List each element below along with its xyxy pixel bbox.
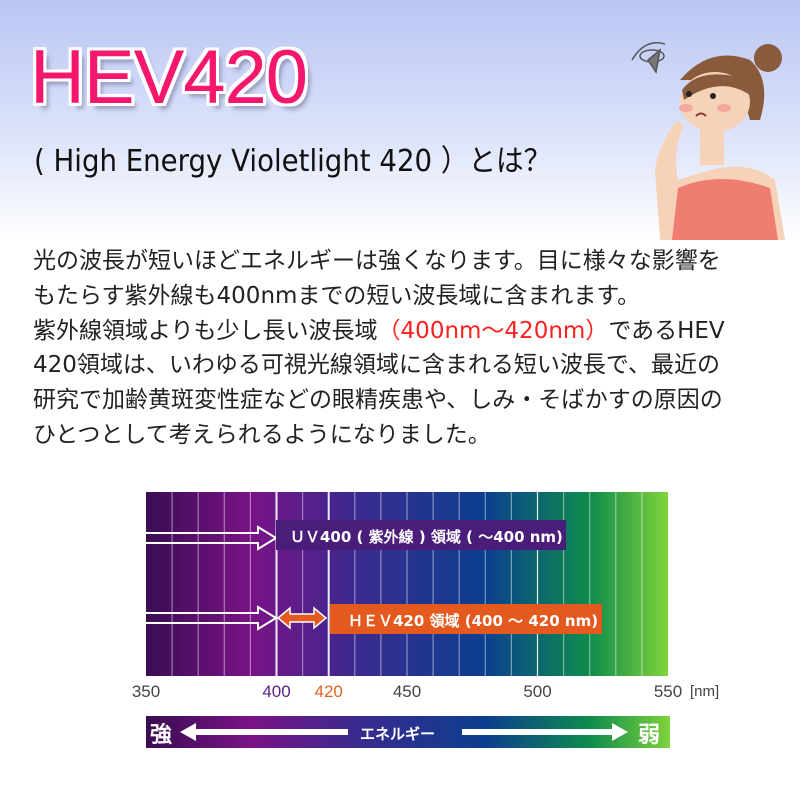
tick-label: 400 bbox=[262, 682, 290, 701]
body-text: 光の波長が短いほどエネルギーは強くなります。目に様々な影響を もたらす紫外線も4… bbox=[33, 244, 725, 453]
page-subtitle: ( High Energy Violetlight 420 ）とは？ bbox=[34, 144, 552, 179]
tick-label: 500 bbox=[523, 682, 551, 701]
right-arrow-icon bbox=[462, 723, 628, 741]
left-arrow-icon bbox=[180, 723, 348, 741]
body-line-segment: 紫外線領域よりも少し長い波長域 bbox=[33, 317, 378, 344]
energy-strong-label: 強 bbox=[150, 722, 172, 748]
body-line-segment: であるHEV bbox=[608, 317, 725, 344]
body-line: 420領域は、いわゆる可視光線領域に含まれる短い波長で、最近の bbox=[33, 352, 720, 379]
tick-label: 350 bbox=[132, 682, 160, 701]
uv400-label: ＵＶ400 ( 紫外線 ) 領域 ( ～400 nm) bbox=[290, 528, 563, 546]
axis-unit: [nm] bbox=[690, 683, 719, 700]
worried-woman-illustration bbox=[631, 42, 785, 240]
hev-double-arrow bbox=[276, 606, 328, 630]
body-line: 光の波長が短いほどエネルギーは強くなります。目に様々な影響を bbox=[33, 248, 721, 274]
hev420-label-box bbox=[330, 604, 602, 634]
tick-label: 450 bbox=[393, 682, 421, 701]
energy-label: エネルギー bbox=[360, 725, 435, 743]
body-line: ひとつとして考えられるようになりました。 bbox=[33, 421, 491, 448]
body-line: もたらす紫外線も400nmまでの短い波長域に含まれます。 bbox=[33, 282, 641, 309]
hev420-label: ＨＥＶ420 領域 (400 ～ 420 nm) bbox=[348, 612, 598, 630]
uv400-label-box bbox=[276, 520, 566, 550]
visible-arrow bbox=[146, 605, 278, 631]
wavelength-gridlines bbox=[171, 492, 643, 676]
wavelength-highlight: （400nm～420nm） bbox=[377, 317, 609, 344]
page-title: HEV420 bbox=[30, 35, 308, 120]
dizzy-swirl-icon bbox=[631, 42, 666, 74]
tick-label: 420 bbox=[315, 682, 343, 701]
tick-label: 550 bbox=[654, 682, 682, 701]
energy-weak-label: 弱 bbox=[638, 723, 660, 748]
spectrum-diagram: ＵＶ400 ( 紫外線 ) 領域 ( ～400 nm) ＨＥＶ420 領域 (4… bbox=[132, 492, 719, 748]
body-line: 研究で加齢黄斑変性症などの眼精疾患や、しみ・そばかすの原因の bbox=[33, 387, 723, 414]
body-line: 紫外線領域よりも少し長い波長域（400nm～420nm）であるHEV bbox=[33, 314, 725, 349]
